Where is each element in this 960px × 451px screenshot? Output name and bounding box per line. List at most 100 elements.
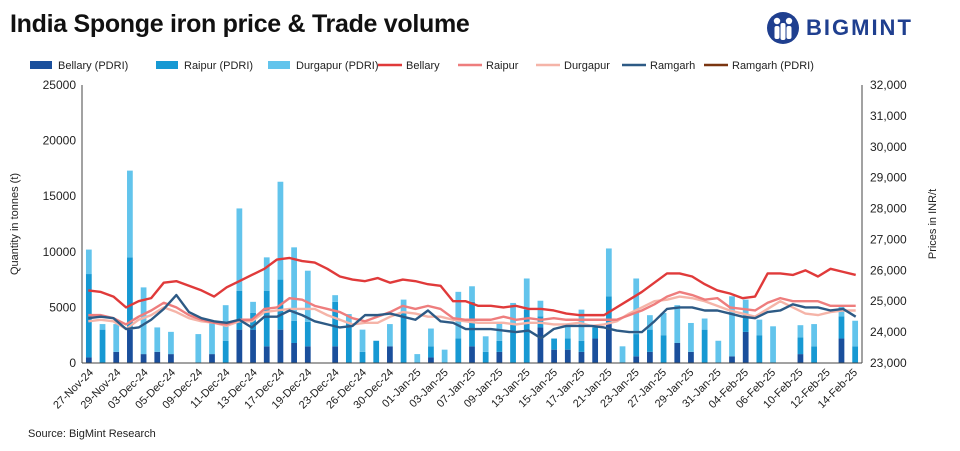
bar-1-10 <box>222 340 229 363</box>
bar-1-30 <box>496 340 503 352</box>
chart-legend: Bellary (PDRI) Raipur (PDRI) Durgapur (PDR… <box>30 60 814 72</box>
bar-2-47 <box>729 296 735 357</box>
bar-1-15 <box>291 320 297 343</box>
bar-2-8 <box>195 334 202 363</box>
legend-item-6: Ramgarh <box>622 60 695 72</box>
bar-1-55 <box>838 316 845 339</box>
brand-logo: BIGMINT <box>766 10 913 46</box>
bar-1-20 <box>359 351 366 363</box>
bar-0-47 <box>729 356 735 363</box>
bar-series-group <box>85 170 859 363</box>
bar-1-52 <box>797 337 804 355</box>
legend-label: Bellary <box>406 60 440 72</box>
bar-2-13 <box>263 257 270 291</box>
bar-2-30 <box>496 321 503 341</box>
bar-2-1 <box>99 324 106 330</box>
bar-2-20 <box>359 329 366 352</box>
y-axis-label: Quantity in tonnes (t) <box>9 173 21 275</box>
bar-1-31 <box>510 322 516 363</box>
bar-1-23 <box>400 311 407 363</box>
bar-2-5 <box>154 327 161 352</box>
legend-label: Durgapur (PDRI) <box>296 60 379 72</box>
bar-2-31 <box>510 302 516 323</box>
y2-tick-label: 26,000 <box>870 263 907 277</box>
bar-0-14 <box>277 329 284 363</box>
legend-label: Raipur <box>486 60 519 72</box>
bar-2-22 <box>387 324 393 347</box>
bar-1-16 <box>304 321 311 347</box>
y2-tick-label: 31,000 <box>870 109 907 123</box>
brand-name: BIGMINT <box>806 15 913 40</box>
bar-0-25 <box>428 357 434 363</box>
bar-0-36 <box>578 351 585 363</box>
bar-2-6 <box>168 331 174 355</box>
bar-2-42 <box>660 312 667 336</box>
legend-item-5: Durgapur <box>536 60 610 72</box>
bar-2-49 <box>756 319 763 336</box>
legend-item-1: Raipur (PDRI) <box>156 60 253 72</box>
bar-0-2 <box>113 351 120 363</box>
bar-0-28 <box>469 346 475 363</box>
bar-1-53 <box>811 346 817 363</box>
chart-area: Bellary (PDRI) Raipur (PDRI) Durgapur (PDR… <box>9 60 939 411</box>
bigmint-logo-icon <box>767 12 799 44</box>
bar-1-29 <box>482 351 489 363</box>
y2-tick-label: 25,000 <box>870 294 907 308</box>
bar-1-37 <box>592 327 599 339</box>
bar-2-2 <box>113 324 120 352</box>
legend-swatch <box>268 61 290 69</box>
bar-0-33 <box>537 327 544 363</box>
bar-1-28 <box>469 301 475 347</box>
bar-2-15 <box>291 247 297 321</box>
legend-label: Ramgarh (PDRI) <box>732 60 814 72</box>
legend-label: Bellary (PDRI) <box>58 60 128 72</box>
bar-1-25 <box>428 346 434 358</box>
bar-0-5 <box>154 351 161 363</box>
bar-0-41 <box>647 351 653 363</box>
bar-2-11 <box>236 208 243 291</box>
bar-0-12 <box>250 329 256 363</box>
y2-tick-label: 32,000 <box>870 78 907 92</box>
y2-tick-label: 24,000 <box>870 325 907 339</box>
bar-2-48 <box>742 299 749 316</box>
y-tick-label: 15000 <box>43 189 77 203</box>
legend-item-2: Durgapur (PDRI) <box>268 60 379 72</box>
bar-1-49 <box>756 335 763 363</box>
bar-0-40 <box>633 356 640 363</box>
bar-0-6 <box>168 354 174 363</box>
legend-swatch <box>156 61 178 69</box>
bar-2-3 <box>127 170 133 258</box>
bar-2-41 <box>647 315 653 330</box>
bar-2-53 <box>811 324 817 347</box>
bar-1-41 <box>647 329 653 352</box>
bar-1-18 <box>332 301 339 347</box>
legend-label: Durgapur <box>564 60 610 72</box>
line-series-group <box>88 256 857 340</box>
bar-2-35 <box>564 326 571 339</box>
bar-1-1 <box>99 329 106 363</box>
bar-0-55 <box>838 338 845 363</box>
y2-tick-label: 23,000 <box>870 356 907 370</box>
bar-0-44 <box>688 351 694 363</box>
bar-0-0 <box>85 357 92 363</box>
bar-2-14 <box>277 181 284 280</box>
bar-1-42 <box>660 335 667 363</box>
bar-2-50 <box>770 326 776 363</box>
legend-item-4: Raipur <box>458 60 519 72</box>
y-tick-label: 0 <box>69 356 76 370</box>
legend-label: Raipur (PDRI) <box>184 60 253 72</box>
bar-1-45 <box>701 329 708 363</box>
bar-1-36 <box>578 340 585 352</box>
bar-1-38 <box>605 296 612 325</box>
bar-2-44 <box>688 322 694 352</box>
bar-1-21 <box>373 340 380 363</box>
y2-tick-label: 28,000 <box>870 202 907 216</box>
y2-tick-label: 29,000 <box>870 171 907 185</box>
bar-1-3 <box>127 257 133 330</box>
bar-2-12 <box>250 301 256 313</box>
bar-0-37 <box>592 338 599 363</box>
bar-1-48 <box>742 315 749 332</box>
bar-2-43 <box>674 305 681 343</box>
page-title: India Sponge iron price & Trade volume <box>10 10 470 38</box>
bar-1-32 <box>523 309 530 363</box>
